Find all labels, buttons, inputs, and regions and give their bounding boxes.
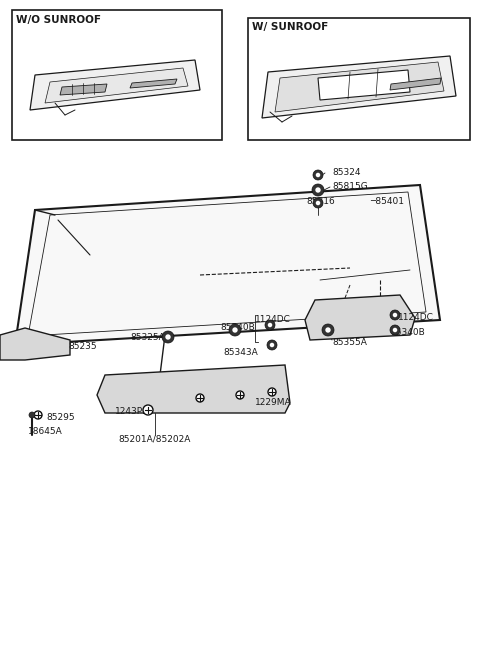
- Circle shape: [393, 328, 397, 332]
- Circle shape: [165, 334, 171, 340]
- Circle shape: [325, 327, 331, 332]
- Circle shape: [162, 331, 174, 343]
- Text: 1124DC: 1124DC: [398, 313, 434, 322]
- Text: W/ SUNROOF: W/ SUNROOF: [252, 22, 328, 32]
- Circle shape: [316, 201, 320, 205]
- Text: 85316: 85316: [306, 197, 335, 206]
- Polygon shape: [390, 78, 441, 90]
- Polygon shape: [130, 79, 177, 88]
- Polygon shape: [305, 295, 415, 340]
- Text: 85201A/85202A: 85201A/85202A: [118, 435, 191, 444]
- Polygon shape: [97, 365, 290, 413]
- Text: 85340B: 85340B: [220, 323, 255, 332]
- Text: 85340B: 85340B: [390, 328, 425, 337]
- Polygon shape: [318, 70, 410, 100]
- Text: ─85401: ─85401: [370, 197, 404, 206]
- Circle shape: [315, 187, 321, 193]
- Circle shape: [236, 391, 244, 399]
- Circle shape: [29, 412, 35, 418]
- Text: 85235: 85235: [68, 342, 96, 351]
- Polygon shape: [30, 60, 200, 110]
- Text: 1124DC: 1124DC: [255, 315, 291, 324]
- Circle shape: [268, 388, 276, 396]
- Circle shape: [390, 325, 400, 335]
- Polygon shape: [275, 62, 444, 112]
- Circle shape: [232, 327, 238, 332]
- Bar: [12, 10, 222, 140]
- Text: 85815G: 85815G: [332, 182, 368, 191]
- Circle shape: [313, 170, 323, 180]
- Polygon shape: [0, 328, 70, 360]
- Text: 85324: 85324: [332, 168, 360, 177]
- Circle shape: [393, 313, 397, 317]
- Circle shape: [322, 324, 334, 336]
- Circle shape: [390, 310, 400, 320]
- Polygon shape: [262, 56, 456, 118]
- Text: 1229MA: 1229MA: [255, 398, 292, 407]
- Text: 85343A: 85343A: [223, 348, 258, 357]
- Bar: [248, 18, 470, 140]
- Circle shape: [268, 323, 272, 327]
- Text: 1243PE: 1243PE: [115, 407, 149, 416]
- Polygon shape: [15, 185, 440, 345]
- Circle shape: [270, 343, 274, 348]
- Circle shape: [265, 320, 275, 330]
- Circle shape: [196, 394, 204, 402]
- Text: 85325A: 85325A: [130, 333, 165, 342]
- Circle shape: [313, 198, 323, 208]
- Circle shape: [312, 184, 324, 196]
- Text: 18645A: 18645A: [28, 427, 63, 436]
- Circle shape: [316, 173, 320, 177]
- Polygon shape: [60, 84, 107, 95]
- Circle shape: [229, 324, 241, 336]
- Text: 85295: 85295: [46, 413, 74, 422]
- Circle shape: [34, 411, 42, 419]
- Circle shape: [143, 405, 153, 415]
- Text: 85355A: 85355A: [332, 338, 367, 347]
- Circle shape: [267, 340, 277, 350]
- Polygon shape: [45, 68, 188, 103]
- Text: W/O SUNROOF: W/O SUNROOF: [16, 15, 101, 25]
